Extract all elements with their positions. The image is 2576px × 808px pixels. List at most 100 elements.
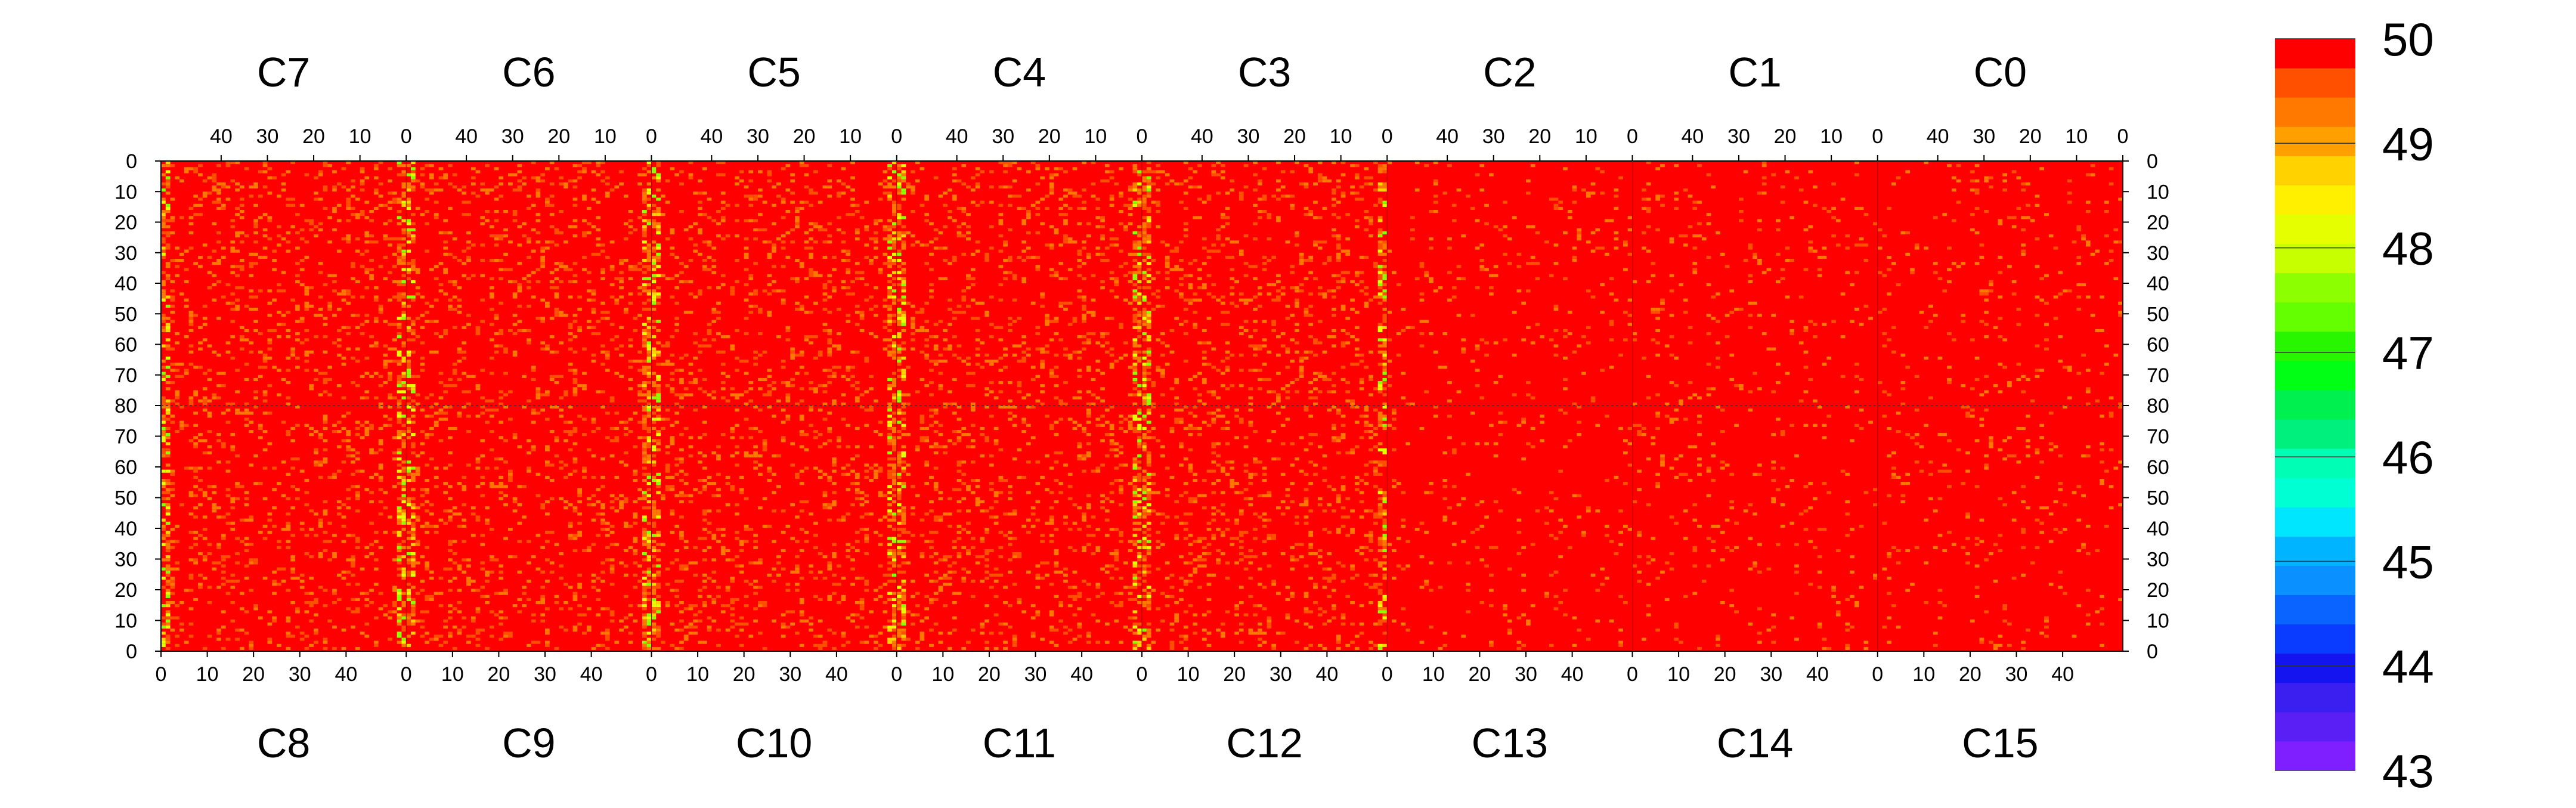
heatmap-cell <box>225 469 231 473</box>
heatmap-cell <box>207 271 212 274</box>
heatmap-cell <box>637 488 642 491</box>
heatmap-cell <box>919 243 925 247</box>
heatmap-cell <box>286 357 291 360</box>
heatmap-cell <box>600 485 605 488</box>
heatmap-cell <box>401 567 407 571</box>
heatmap-cell <box>397 634 402 638</box>
heatmap-cell <box>360 374 365 378</box>
heatmap-cell <box>683 637 689 641</box>
heatmap-cell <box>369 268 374 271</box>
heatmap-cell <box>401 200 407 204</box>
heatmap-cell <box>230 500 236 504</box>
heatmap-cell <box>753 580 758 583</box>
heatmap-cell <box>572 164 578 168</box>
heatmap-cell <box>822 292 828 296</box>
heatmap-cell <box>619 460 624 464</box>
heatmap-cell <box>730 619 735 623</box>
heatmap-cell <box>1008 329 1013 333</box>
heatmap-cell <box>564 506 568 510</box>
heatmap-cell <box>735 259 739 262</box>
heatmap-cell <box>702 191 707 195</box>
heatmap-cell <box>887 442 892 445</box>
heatmap-cell <box>841 286 846 290</box>
heatmap-cell <box>804 335 809 339</box>
heatmap-cell <box>619 561 624 565</box>
heatmap-cell <box>818 225 823 228</box>
heatmap-cell <box>480 216 485 219</box>
heatmap-cell <box>175 561 180 565</box>
heatmap-cell <box>813 357 818 360</box>
heatmap-cell <box>184 304 189 308</box>
heatmap-cell <box>355 469 360 473</box>
heatmap-cell <box>1026 353 1031 357</box>
heatmap-cell <box>332 534 337 537</box>
heatmap-cell <box>499 182 504 186</box>
heatmap-cell <box>170 601 175 605</box>
heatmap-cell <box>720 216 726 219</box>
heatmap-cell <box>683 265 689 268</box>
heatmap-cell <box>1077 259 1082 262</box>
heatmap-cell <box>642 414 647 418</box>
heatmap-cell <box>864 626 869 629</box>
heatmap-cell <box>466 240 471 244</box>
heatmap-cell <box>286 528 291 531</box>
heatmap-cell <box>249 589 254 592</box>
heatmap-cell <box>184 335 189 339</box>
heatmap-cell <box>984 311 989 314</box>
heatmap-cell <box>161 237 166 241</box>
heatmap-cell <box>475 631 481 635</box>
heatmap-cell <box>499 491 504 494</box>
heatmap-cell <box>609 338 615 342</box>
heatmap-cell <box>249 194 254 198</box>
heatmap-cell <box>540 179 546 182</box>
heatmap-cell <box>846 185 851 189</box>
heatmap-cell <box>1045 317 1049 320</box>
heatmap-cell <box>772 222 776 225</box>
heatmap-cell <box>901 323 906 326</box>
heatmap-cell <box>411 466 416 470</box>
heatmap-cell <box>854 311 860 314</box>
heatmap-cell <box>698 289 702 293</box>
heatmap-cell <box>165 503 171 507</box>
heatmap-cell <box>457 629 462 632</box>
heatmap-cell <box>656 353 661 357</box>
heatmap-cell <box>216 262 221 265</box>
heatmap-cell <box>790 384 795 388</box>
heatmap-cell <box>522 485 527 488</box>
heatmap-cell <box>564 265 568 268</box>
heatmap-cell <box>188 363 194 366</box>
heatmap-cell <box>651 176 657 179</box>
heatmap-cell <box>892 225 897 228</box>
heatmap-cell <box>448 405 453 409</box>
heatmap-cell <box>781 567 786 571</box>
heatmap-cell <box>753 426 758 431</box>
heatmap-cell <box>406 396 411 400</box>
heatmap-cell <box>929 268 934 271</box>
heatmap-cell <box>804 540 809 543</box>
heatmap-cell <box>373 164 379 168</box>
heatmap-cell <box>170 580 175 583</box>
heatmap-cell <box>221 537 226 540</box>
heatmap-cell <box>725 604 730 608</box>
heatmap-cell <box>253 482 258 485</box>
heatmap-cell <box>596 320 601 323</box>
heatmap-cell <box>406 372 411 375</box>
heatmap-cell <box>711 320 717 323</box>
heatmap-cell <box>188 396 194 400</box>
heatmap-cell <box>188 231 194 235</box>
heatmap-cell <box>198 433 203 436</box>
heatmap-cell <box>360 295 365 299</box>
heatmap-cell <box>443 466 448 470</box>
heatmap-cell <box>535 640 541 644</box>
heatmap-cell <box>1063 301 1068 305</box>
heatmap-cell <box>832 646 837 651</box>
heatmap-cell <box>351 534 355 537</box>
heatmap-cell <box>892 344 897 348</box>
heatmap-cell <box>443 384 448 388</box>
heatmap-cell <box>314 377 318 382</box>
heatmap-cell <box>512 323 518 326</box>
heatmap-cell <box>924 384 930 388</box>
heatmap-cell <box>651 417 657 421</box>
heatmap-cell <box>633 619 638 623</box>
heatmap-cell <box>646 426 652 431</box>
